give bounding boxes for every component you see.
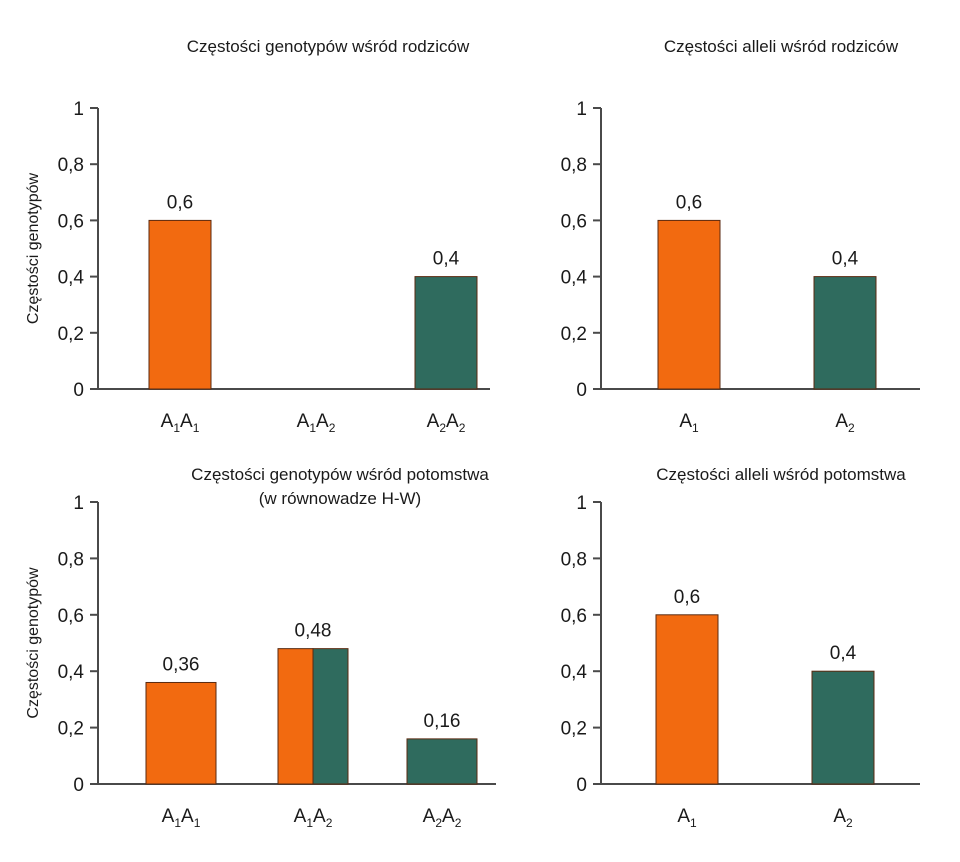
bar-2: [811, 670, 875, 785]
chart-panel-1: Częstości genotypów wśród rodziców Często…: [25, 37, 490, 435]
x-category-label: A1A2: [294, 806, 333, 830]
bar-2-segment-2: [312, 648, 349, 785]
chart-title: (w równowadze H-W): [259, 489, 421, 508]
bar-value-label: 0,6: [676, 192, 702, 213]
y-tick-label: 0,4: [561, 662, 588, 683]
y-tick-label: 0,6: [58, 606, 84, 627]
chart-title: Częstości alleli wśród rodziców: [664, 37, 899, 56]
bar-value-label: 0,4: [832, 249, 859, 270]
x-category-label: A1A1: [161, 411, 200, 435]
y-tick-label: 0: [73, 380, 84, 401]
y-tick-label: 1: [576, 99, 587, 120]
y-tick-label: 1: [73, 493, 84, 514]
bar-1: [145, 681, 217, 785]
chart-title: Częstości alleli wśród potomstwa: [656, 465, 906, 484]
bar-value-label: 0,48: [295, 621, 332, 642]
y-tick-label: 0,6: [561, 606, 587, 627]
bar-3: [414, 276, 478, 390]
x-category-label: A2A2: [427, 411, 466, 435]
bar-2: [813, 276, 877, 390]
y-tick-label: 0,8: [561, 155, 587, 176]
bar-value-label: 0,36: [163, 654, 200, 675]
bar-value-label: 0,4: [830, 643, 857, 664]
y-tick-label: 0,8: [58, 155, 84, 176]
y-tick-label: 0,4: [561, 268, 588, 289]
bar-value-label: 0,16: [424, 711, 461, 732]
x-category-label: A1: [677, 806, 697, 830]
bar-1: [655, 614, 719, 785]
bar-1: [657, 219, 721, 390]
y-tick-label: 0,4: [58, 268, 85, 289]
y-axis-label: Częstości genotypów: [25, 172, 42, 324]
y-tick-label: 0: [576, 380, 587, 401]
x-category-label: A2: [833, 806, 853, 830]
bar-2-segment-1: [277, 648, 314, 785]
y-tick-label: 0,2: [561, 719, 587, 740]
chart-panel-3: Częstości genotypów wśród potomstwa (w ró…: [25, 465, 496, 830]
y-axis-label: Częstości genotypów: [25, 567, 42, 719]
y-tick-label: 1: [576, 493, 587, 514]
y-tick-label: 0,8: [561, 549, 587, 570]
x-category-label: A2: [835, 411, 855, 435]
bar-3: [406, 738, 478, 785]
y-tick-label: 0: [73, 775, 84, 796]
bar-value-label: 0,6: [167, 192, 193, 213]
y-tick-label: 1: [73, 99, 84, 120]
x-category-label: A1A2: [297, 411, 336, 435]
chart-panel-2: Częstości alleli wśród rodziców 0 0,2 0,4 0,…: [561, 37, 920, 435]
bar-value-label: 0,6: [674, 587, 700, 608]
y-tick-label: 0,2: [561, 324, 587, 345]
y-tick-label: 0: [576, 775, 587, 796]
chart-panel-4: Częstości alleli wśród potomstwa 0 0,2 0,4 0…: [561, 465, 920, 830]
y-tick-label: 0,4: [58, 662, 85, 683]
y-tick-label: 0,2: [58, 719, 84, 740]
y-tick-label: 0,6: [58, 211, 84, 232]
chart-title: Częstości genotypów wśród rodziców: [187, 37, 470, 56]
bar-value-label: 0,4: [433, 249, 460, 270]
x-category-label: A1: [679, 411, 699, 435]
y-tick-label: 0,8: [58, 549, 84, 570]
y-tick-label: 0,6: [561, 211, 587, 232]
bar-1: [148, 219, 212, 390]
chart-title: Częstości genotypów wśród potomstwa: [191, 465, 489, 484]
x-category-label: A1A1: [162, 806, 201, 830]
x-category-label: A2A2: [423, 806, 462, 830]
y-tick-label: 0,2: [58, 324, 84, 345]
